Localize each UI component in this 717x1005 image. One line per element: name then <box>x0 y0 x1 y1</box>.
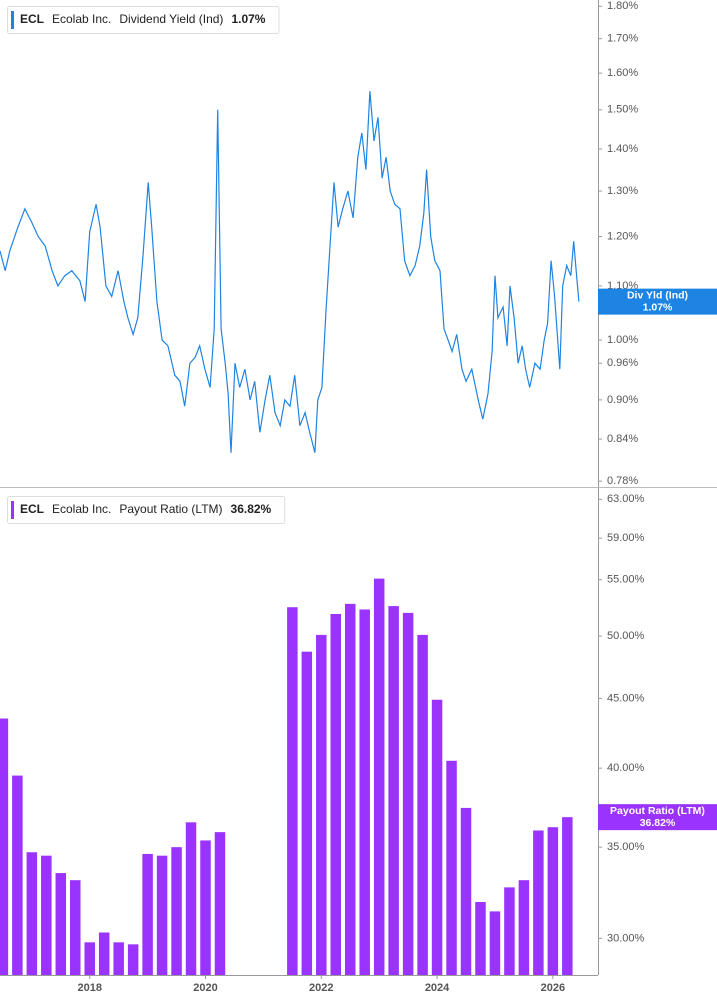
bar <box>41 855 52 975</box>
x-tick-label: 2026 <box>541 982 565 994</box>
bar <box>446 760 457 975</box>
bar <box>0 718 9 975</box>
bar <box>142 853 153 975</box>
legend-last-label: 36.82% <box>231 502 272 516</box>
bar <box>402 612 414 975</box>
bar <box>301 651 313 975</box>
line <box>0 91 580 453</box>
legend-last-label: 1.07% <box>231 12 265 26</box>
bar <box>113 942 124 975</box>
bar <box>55 873 67 975</box>
value-tag <box>598 288 717 315</box>
bar <box>373 578 385 975</box>
value-tag-value: 1.07% <box>643 301 673 313</box>
value-tag <box>598 804 717 831</box>
legend-ticker: ECL <box>20 502 44 516</box>
y-tick-label: 1.40% <box>607 143 638 155</box>
bar <box>431 699 443 975</box>
y-tick-label: 35.00% <box>607 841 645 853</box>
y-tick-label: 1.70% <box>607 33 638 45</box>
y-tick-label: 1.30% <box>607 185 638 197</box>
bar <box>200 840 211 975</box>
y-tick-label: 1.60% <box>607 67 638 79</box>
y-tick-label: 0.78% <box>607 475 638 487</box>
bar <box>344 603 356 975</box>
legend-bg <box>7 6 280 34</box>
y-tick-label: 45.00% <box>607 692 645 704</box>
legend-box: ECL Ecolab Inc. Dividend Yield (Ind) 1.07% <box>7 6 280 34</box>
y-tick-label: 0.84% <box>607 433 638 445</box>
bar <box>26 852 38 975</box>
y-tick-label: 0.96% <box>607 357 638 369</box>
bar <box>171 847 182 975</box>
legend-box: ECL Ecolab Inc. Payout Ratio (LTM) 36.82% <box>7 496 286 524</box>
legend-company: Ecolab Inc. <box>52 502 111 516</box>
x-tick-label: 2022 <box>309 982 333 994</box>
x-tick-label: 2018 <box>77 982 101 994</box>
legend-metric: Payout Ratio (LTM) <box>119 502 222 516</box>
bar <box>12 775 23 975</box>
bar <box>518 880 530 975</box>
bar <box>460 807 472 975</box>
value-tag-value: 36.82% <box>640 817 676 829</box>
bar <box>98 932 110 975</box>
bar <box>330 614 342 975</box>
legend-swatch <box>11 501 14 519</box>
y-tick-label: 1.80% <box>607 0 638 12</box>
y-tick-label: 0.90% <box>607 394 638 406</box>
legend-ticker: ECL <box>20 12 44 26</box>
bar <box>156 855 168 975</box>
bar <box>388 606 399 975</box>
legend-company: Ecolab Inc. <box>52 12 111 26</box>
bar <box>547 827 559 975</box>
x-tick-label: 2024 <box>425 982 450 994</box>
y-tick-label: 30.00% <box>607 932 645 944</box>
y-tick-label: 40.00% <box>607 762 645 774</box>
bar <box>533 830 544 975</box>
y-tick-label: 50.00% <box>607 630 645 642</box>
bar <box>84 942 95 975</box>
y-tick-label: 59.00% <box>607 532 645 544</box>
value-tag-name: Payout Ratio (LTM) <box>610 805 705 817</box>
x-tick-label: 2020 <box>193 982 217 994</box>
bar <box>185 822 197 975</box>
y-tick-label: 1.00% <box>607 334 638 346</box>
bar <box>504 887 515 975</box>
legend-swatch <box>11 11 14 29</box>
bar <box>70 880 81 975</box>
bar <box>214 832 226 975</box>
legend-metric: Dividend Yield (Ind) <box>119 12 223 26</box>
y-tick-label: 55.00% <box>607 574 645 586</box>
bar <box>316 634 327 975</box>
bar <box>417 634 428 975</box>
bar <box>127 944 139 975</box>
bar <box>359 609 370 975</box>
bar <box>562 817 573 975</box>
y-tick-label: 1.20% <box>607 230 638 242</box>
y-tick-label: 63.00% <box>607 493 645 505</box>
legend-bg <box>7 496 286 524</box>
bar <box>475 902 486 975</box>
bar <box>489 911 501 975</box>
bar <box>287 607 298 975</box>
value-tag-name: Div Yld (Ind) <box>627 289 688 301</box>
y-tick-label: 1.50% <box>607 104 638 116</box>
